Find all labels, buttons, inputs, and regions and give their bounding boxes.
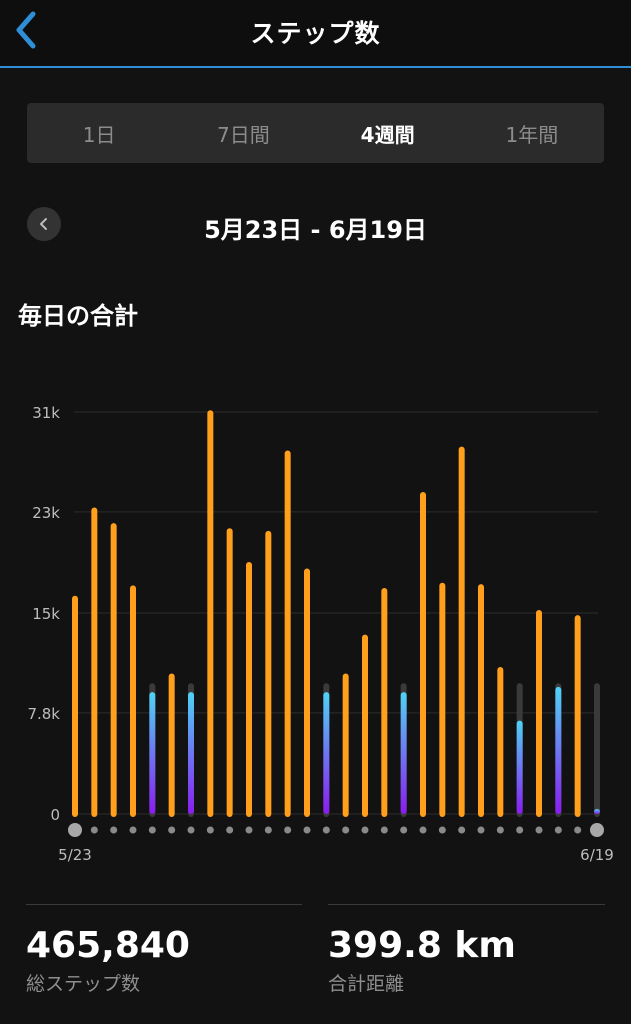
day-dot: [187, 826, 195, 834]
day-dot: [129, 826, 137, 834]
day-dot: [419, 826, 427, 834]
day-dot: [516, 826, 524, 834]
day-dot: [458, 826, 466, 834]
day-dot: [168, 826, 176, 834]
y-tick-label: 31k: [32, 404, 60, 422]
day-dot: [110, 826, 118, 834]
app-header: ステップ数: [0, 0, 631, 68]
bar: [594, 808, 600, 814]
day-dot: [226, 826, 234, 834]
day-dot: [477, 826, 485, 834]
section-title: 毎日の合計: [18, 302, 138, 330]
total-distance-value: 399.8 km: [328, 925, 516, 966]
day-dot: [400, 826, 408, 834]
y-tick-label: 23k: [32, 504, 60, 522]
x-end-label: 6/19: [580, 846, 614, 864]
day-dot: [554, 826, 562, 834]
bar: [516, 720, 523, 814]
day-dot: [284, 826, 292, 834]
page-title: ステップ数: [250, 19, 381, 48]
day-dot: [380, 826, 388, 834]
day-dot: [68, 823, 82, 837]
day-dot: [245, 826, 253, 834]
bar: [149, 692, 156, 814]
total-steps-value: 465,840: [26, 925, 190, 966]
date-range: 5月23日 - 6月19日: [204, 216, 427, 244]
total-steps-label: 総ステップ数: [26, 973, 141, 995]
tab-1-year[interactable]: 1年間: [505, 122, 559, 147]
day-dot: [148, 826, 156, 834]
day-dot: [496, 826, 504, 834]
day-dot: [264, 826, 272, 834]
day-dot: [90, 826, 98, 834]
bar: [188, 692, 194, 814]
total-steps-stat: 465,840 総ステップ数: [26, 904, 302, 1015]
day-dot: [322, 826, 330, 834]
back-button[interactable]: [6, 8, 46, 52]
day-dot: [574, 826, 582, 834]
tab-1-day[interactable]: 1日: [82, 122, 116, 147]
previous-period-button[interactable]: [27, 207, 61, 241]
day-dot: [361, 826, 369, 834]
period-segmented-control: 1日 7日間 4週間 1年間: [27, 103, 604, 163]
bar: [400, 692, 407, 814]
bar: [555, 686, 562, 814]
total-distance-stat: 399.8 km 合計距離: [328, 904, 605, 1015]
tab-4-weeks[interactable]: 4週間: [360, 122, 415, 147]
chevron-left-icon: [16, 11, 36, 49]
day-dot: [206, 826, 214, 834]
day-dot: [535, 826, 543, 834]
y-tick-label: 0: [50, 806, 60, 824]
y-tick-label: 15k: [32, 605, 60, 623]
bar: [323, 692, 330, 814]
total-distance-label: 合計距離: [328, 973, 405, 995]
day-dot: [590, 823, 604, 837]
x-start-label: 5/23: [58, 846, 92, 864]
tab-7-days[interactable]: 7日間: [217, 122, 270, 147]
daily-steps-chart: 0 7.8k 15k 23k 31k 5/23 6/19: [27, 404, 614, 864]
y-tick-label: 7.8k: [27, 705, 60, 723]
day-dot: [303, 826, 311, 834]
day-dot: [438, 826, 446, 834]
chevron-left-icon: [40, 218, 47, 230]
day-dot: [342, 826, 350, 834]
